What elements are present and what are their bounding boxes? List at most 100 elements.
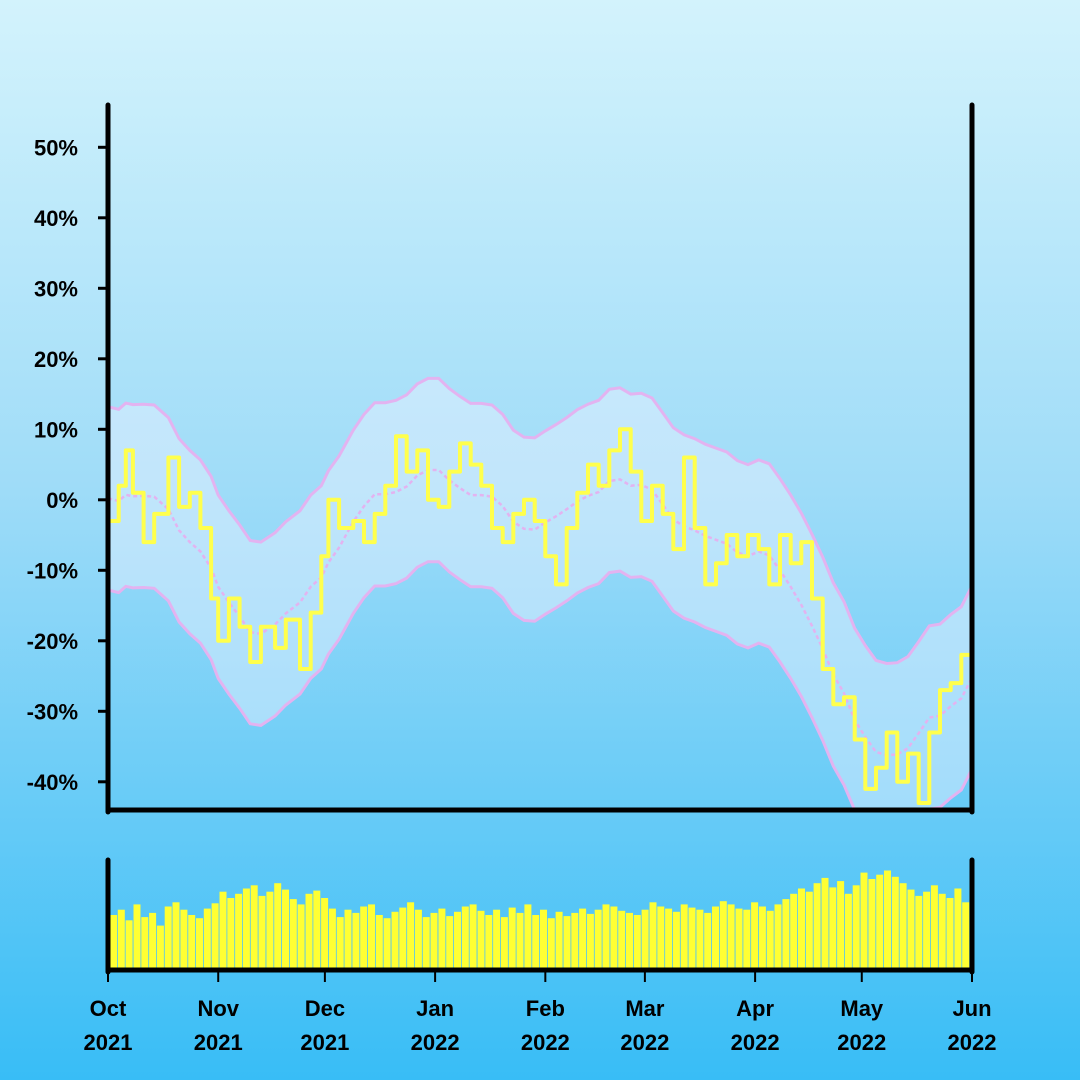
volume-bar — [626, 912, 633, 968]
volume-bar — [735, 908, 743, 968]
volume-bar — [461, 906, 469, 968]
volume-bar — [571, 912, 579, 968]
x-tick-month-label: Mar — [625, 996, 665, 1021]
volume-bar — [438, 908, 446, 968]
moving-average-layer — [107, 468, 974, 757]
axes — [105, 102, 975, 975]
y-tick-label: -10% — [27, 558, 78, 583]
volume-bar — [289, 899, 297, 968]
volume-bar — [649, 902, 657, 968]
volume-bar — [829, 887, 837, 968]
volume-bar — [962, 902, 970, 968]
volume-bar — [540, 909, 547, 968]
x-tick-month-label: Oct — [90, 996, 127, 1021]
volume-bar — [399, 907, 407, 968]
volume-bar — [235, 893, 243, 968]
volume-bar — [805, 891, 813, 968]
volume-bar — [798, 888, 805, 968]
x-tick-year-label: 2022 — [731, 1030, 780, 1055]
volume-bar — [211, 903, 219, 968]
x-tick-month-label: May — [840, 996, 884, 1021]
band-fill — [108, 378, 972, 810]
volume-bar — [719, 901, 727, 968]
volume-bar — [602, 904, 610, 968]
y-ticks: 50% 40% 30% 20% 10% 0% -10% -20% -30% -40% — [27, 135, 108, 795]
volume-bar — [203, 908, 211, 968]
volume-bar — [899, 883, 907, 968]
volume-bar — [688, 907, 696, 968]
x-tick-year-label: 2022 — [411, 1030, 460, 1055]
volume-bar — [751, 902, 759, 968]
volume-bar — [727, 904, 735, 968]
volume-bar — [282, 889, 289, 968]
volume-bar — [680, 904, 688, 968]
x-tick-year-label: 2022 — [521, 1030, 570, 1055]
volume-bar — [141, 917, 149, 968]
volume-bar — [508, 907, 516, 968]
volume-bar — [117, 909, 125, 968]
volume-bar — [774, 904, 782, 968]
volume-bar — [391, 911, 399, 968]
y-tick-label: 40% — [34, 206, 78, 231]
volume-bars-layer — [110, 870, 970, 968]
volume-bar — [852, 885, 860, 968]
volume-bar — [868, 879, 876, 968]
moving-average-line — [107, 468, 974, 757]
volume-bar — [454, 911, 461, 968]
upper-band-line — [107, 376, 974, 666]
volume-bar — [954, 888, 962, 968]
x-tick-year-label: 2021 — [194, 1030, 243, 1055]
y-tick-label: 30% — [34, 276, 78, 301]
volume-bar — [532, 915, 540, 968]
volume-bar — [164, 906, 172, 968]
volume-bar — [821, 877, 829, 968]
volume-bar — [891, 876, 899, 968]
volume-bar — [938, 893, 946, 968]
volume-bar — [477, 910, 485, 968]
volume-bar — [790, 893, 798, 968]
x-tick-month-label: Nov — [197, 996, 239, 1021]
y-tick-label: 20% — [34, 347, 78, 372]
x-ticks: Oct 2021 Nov 2021 Dec 2021 Jan 2022 Feb 2022 Mar 20… — [84, 970, 996, 1055]
volume-bar — [180, 909, 188, 968]
volume-bar — [414, 909, 422, 968]
y-tick-label: -20% — [27, 629, 78, 654]
volume-bar — [336, 917, 344, 968]
volume-bar — [782, 899, 790, 968]
volume-bar — [313, 890, 321, 968]
y-tick-label: 0% — [46, 488, 78, 513]
volume-bar — [712, 906, 719, 968]
price-line — [108, 427, 974, 805]
volume-bar — [360, 906, 368, 968]
volume-bar — [258, 895, 266, 968]
bollinger-band-layer — [107, 376, 974, 812]
volume-bar — [672, 911, 680, 968]
volume-bar — [743, 909, 751, 968]
x-tick-year-label: 2021 — [84, 1030, 133, 1055]
volume-bar — [219, 891, 227, 968]
volume-bar — [930, 885, 938, 968]
volume-bar — [250, 885, 258, 968]
y-tick-label: -30% — [27, 699, 78, 724]
volume-bar — [446, 916, 454, 968]
volume-bar — [860, 872, 868, 968]
volume-bar — [884, 870, 891, 968]
volume-bar — [485, 915, 493, 968]
x-tick-month-label: Jun — [952, 996, 991, 1021]
volume-bar — [766, 910, 774, 968]
volume-bar — [915, 895, 923, 968]
volume-bar — [383, 918, 391, 968]
volume-bar — [500, 917, 508, 968]
volume-bar — [375, 915, 383, 968]
volume-bar — [156, 925, 164, 968]
volume-bar — [133, 904, 141, 968]
volume-bar — [188, 915, 196, 968]
volume-bar — [657, 906, 665, 968]
x-tick-year-label: 2022 — [620, 1030, 669, 1055]
y-tick-label: -40% — [27, 770, 78, 795]
volume-bar — [422, 917, 430, 968]
volume-bar — [563, 916, 571, 968]
volume-bar — [297, 904, 305, 968]
volume-bar — [641, 909, 649, 968]
